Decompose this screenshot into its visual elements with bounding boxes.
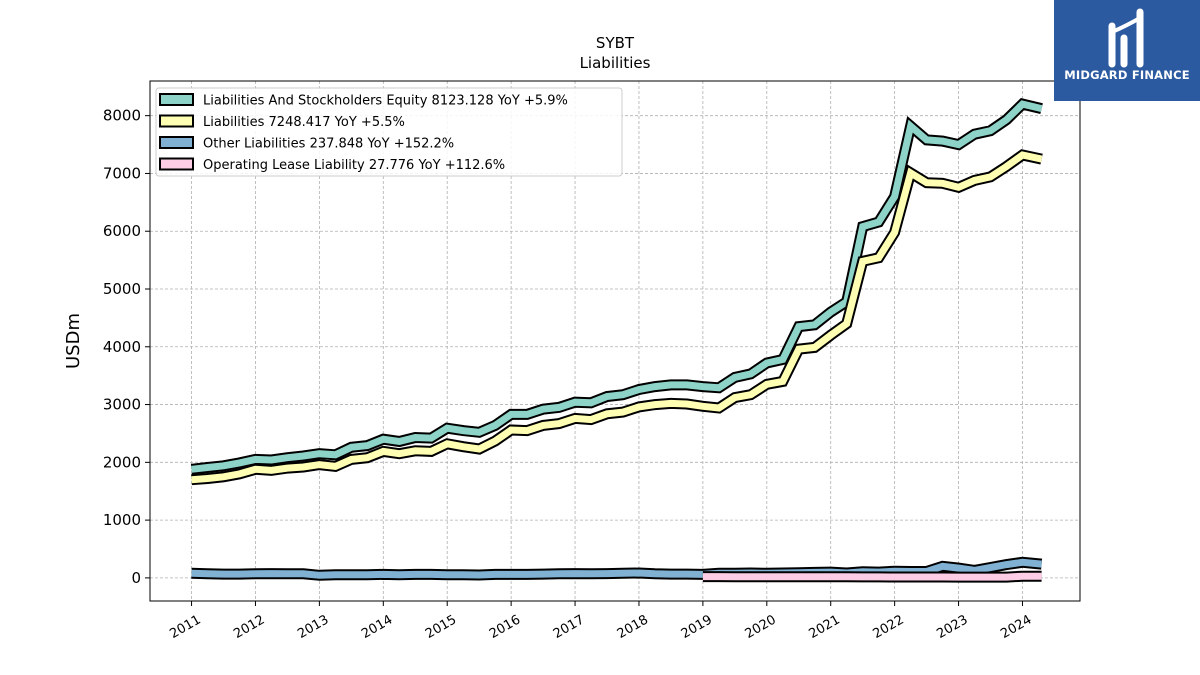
x-tick-label: 2015 bbox=[423, 612, 459, 642]
x-tick-label: 2018 bbox=[615, 612, 651, 642]
x-tick-label: 2017 bbox=[551, 612, 587, 642]
legend-swatch bbox=[159, 136, 194, 149]
x-tick-label: 2012 bbox=[231, 612, 267, 642]
legend-label: Operating Lease Liability 27.776 YoY +11… bbox=[203, 158, 505, 173]
y-tick-label: 1000 bbox=[103, 511, 141, 529]
x-tick-label: 2019 bbox=[679, 612, 715, 642]
chart-title: SYBT bbox=[596, 34, 635, 52]
series-liabilities-and-stockholders-equity bbox=[190, 98, 1043, 475]
legend-label: Liabilities 7248.417 YoY +5.5% bbox=[203, 115, 405, 130]
legend-label: Liabilities And Stockholders Equity 8123… bbox=[203, 94, 568, 109]
legend-box bbox=[155, 87, 623, 177]
plot-frame bbox=[149, 80, 1081, 602]
y-tick-label: 3000 bbox=[103, 396, 141, 414]
brand-logo-mark-icon bbox=[1108, 8, 1144, 68]
legend: Liabilities And Stockholders Equity 8123… bbox=[155, 87, 623, 177]
x-tick-label: 2022 bbox=[870, 612, 906, 642]
y-tick-label: 4000 bbox=[103, 338, 141, 356]
y-axis-label: USDm bbox=[63, 313, 84, 369]
series-layer bbox=[190, 98, 1043, 583]
x-tick-label: 2014 bbox=[359, 612, 395, 642]
series-line bbox=[191, 100, 1043, 473]
series-liabilities bbox=[191, 149, 1043, 486]
series-line bbox=[702, 572, 1042, 581]
y-tick-label: 2000 bbox=[103, 453, 141, 471]
x-tick-label: 2016 bbox=[487, 612, 523, 642]
legend-swatch bbox=[159, 93, 194, 106]
y-tick-label: 6000 bbox=[103, 222, 141, 240]
legend-swatch bbox=[159, 114, 194, 128]
x-tick-label: 2013 bbox=[295, 612, 331, 642]
y-tick-label: 7000 bbox=[103, 164, 141, 182]
brand-logo: MIDGARD FINANCE bbox=[1054, 0, 1200, 101]
x-tick-label: 2011 bbox=[167, 612, 203, 642]
y-tick-label: 8000 bbox=[103, 107, 141, 125]
chart-subtitle: Liabilities bbox=[580, 54, 651, 72]
legend-swatch bbox=[159, 157, 194, 171]
y-tick-label: 5000 bbox=[103, 280, 141, 298]
x-tick-label: 2024 bbox=[998, 612, 1034, 642]
series-operating-lease-liability bbox=[702, 570, 1042, 583]
series-line bbox=[191, 151, 1043, 484]
series-other-liabilities bbox=[191, 556, 1043, 581]
series-line bbox=[191, 558, 1042, 579]
x-tick-label: 2023 bbox=[934, 612, 970, 642]
brand-logo-text: MIDGARD FINANCE bbox=[1064, 68, 1190, 82]
legend-label: Other Liabilities 237.848 YoY +152.2% bbox=[203, 137, 454, 152]
x-tick-label: 2021 bbox=[807, 612, 843, 642]
y-tick-label: 0 bbox=[131, 569, 141, 587]
x-tick-label: 2020 bbox=[743, 612, 779, 642]
